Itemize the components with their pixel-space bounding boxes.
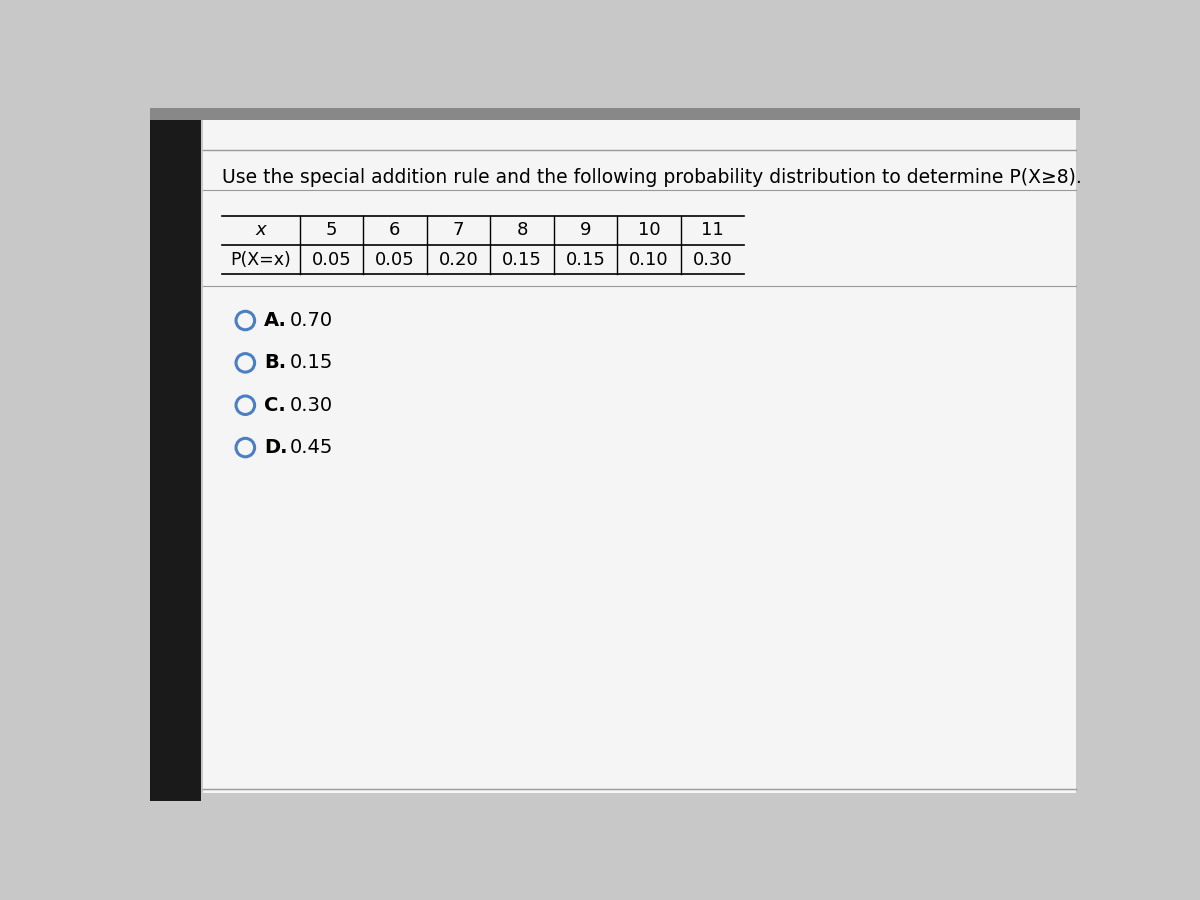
Text: Use the special addition rule and the following probability distribution to dete: Use the special addition rule and the fo… (222, 167, 1082, 187)
Text: D.: D. (264, 438, 288, 457)
Text: C.: C. (264, 396, 286, 415)
Text: 0.15: 0.15 (502, 251, 542, 269)
Bar (150, 108, 1080, 120)
Text: P(X=x): P(X=x) (230, 251, 292, 269)
Text: 9: 9 (580, 221, 592, 239)
Text: 10: 10 (637, 221, 660, 239)
Text: 0.45: 0.45 (289, 438, 332, 457)
Text: 0.30: 0.30 (289, 396, 332, 415)
Text: 0.15: 0.15 (565, 251, 606, 269)
Text: 0.10: 0.10 (629, 251, 668, 269)
Text: 8: 8 (516, 221, 528, 239)
Text: 11: 11 (701, 221, 724, 239)
Text: 5: 5 (325, 221, 337, 239)
Text: x: x (256, 221, 266, 239)
Text: 6: 6 (389, 221, 401, 239)
Text: 0.05: 0.05 (312, 251, 352, 269)
Text: B.: B. (264, 354, 286, 373)
Text: 0.20: 0.20 (438, 251, 479, 269)
Text: 0.30: 0.30 (692, 251, 732, 269)
Bar (150, 108, 202, 801)
Text: A.: A. (264, 311, 287, 330)
Text: 0.05: 0.05 (376, 251, 415, 269)
Text: 0.70: 0.70 (289, 311, 332, 330)
Text: 7: 7 (452, 221, 464, 239)
Text: 0.15: 0.15 (289, 354, 332, 373)
